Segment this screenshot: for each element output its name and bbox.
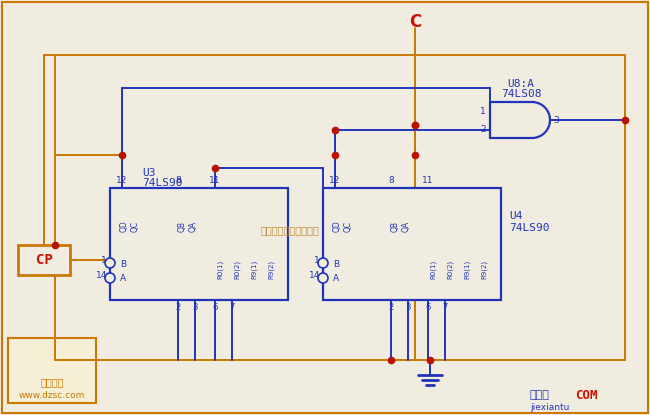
Text: B: B (333, 259, 339, 269)
Text: 74LS08: 74LS08 (500, 89, 541, 99)
Text: 1: 1 (314, 256, 320, 264)
Text: 3: 3 (192, 303, 198, 312)
Bar (18, 245, 70, 275)
Text: R9(2): R9(2) (481, 260, 488, 279)
Text: 14: 14 (309, 271, 320, 279)
Text: 1: 1 (101, 256, 107, 264)
Text: QC: QC (131, 220, 140, 232)
Text: 6: 6 (213, 303, 218, 312)
Text: A: A (333, 273, 339, 283)
Text: 14: 14 (96, 271, 107, 279)
Circle shape (318, 273, 328, 283)
Text: QC: QC (343, 220, 352, 232)
Text: 12: 12 (116, 176, 127, 185)
Text: 74LS90: 74LS90 (509, 223, 549, 233)
Text: 2: 2 (389, 303, 394, 312)
Text: 2: 2 (176, 303, 181, 312)
Text: C: C (409, 13, 421, 31)
Text: CP: CP (36, 253, 53, 267)
Text: 11: 11 (209, 176, 221, 185)
Text: QD: QD (120, 220, 129, 232)
Text: U4: U4 (509, 211, 523, 221)
Text: QB: QB (391, 220, 400, 232)
Bar (323, 188, 501, 300)
Circle shape (105, 258, 115, 268)
Bar (8, 338, 96, 403)
Text: 2: 2 (480, 124, 486, 134)
Text: R9(2): R9(2) (268, 260, 274, 279)
Text: U8:A: U8:A (508, 79, 534, 89)
Text: 8: 8 (388, 176, 394, 185)
Text: A: A (120, 273, 126, 283)
Text: R9(1): R9(1) (251, 260, 257, 279)
Text: B: B (120, 259, 126, 269)
Text: 维库一下: 维库一下 (40, 377, 64, 387)
Text: 74LS90: 74LS90 (142, 178, 183, 188)
Text: 接线图: 接线图 (530, 390, 550, 400)
Text: R0(2): R0(2) (234, 260, 240, 279)
Circle shape (318, 258, 328, 268)
Text: R0(2): R0(2) (447, 260, 453, 279)
Text: 7: 7 (229, 303, 235, 312)
Text: COM: COM (575, 388, 597, 401)
Text: 11: 11 (422, 176, 434, 185)
Circle shape (105, 273, 115, 283)
Text: www.dzsc.com: www.dzsc.com (19, 391, 85, 400)
Text: QA: QA (188, 220, 198, 232)
Text: 7: 7 (442, 303, 448, 312)
Text: 12: 12 (330, 176, 341, 185)
Text: R0(1): R0(1) (430, 260, 436, 279)
Text: U3: U3 (142, 168, 155, 178)
Bar (110, 188, 288, 300)
Text: 3: 3 (406, 303, 411, 312)
Text: 6: 6 (425, 303, 431, 312)
Text: 杭州将睿科技有限公司: 杭州将睿科技有限公司 (261, 225, 319, 235)
Text: R0(1): R0(1) (216, 260, 223, 279)
Text: 3: 3 (553, 115, 559, 124)
Text: QA: QA (402, 220, 411, 232)
Text: 8: 8 (175, 176, 181, 185)
Text: 1: 1 (480, 107, 486, 115)
Text: QD: QD (333, 220, 341, 232)
Text: jiexiantu: jiexiantu (530, 403, 569, 412)
Text: R9(1): R9(1) (463, 260, 470, 279)
Text: QB: QB (177, 220, 187, 232)
